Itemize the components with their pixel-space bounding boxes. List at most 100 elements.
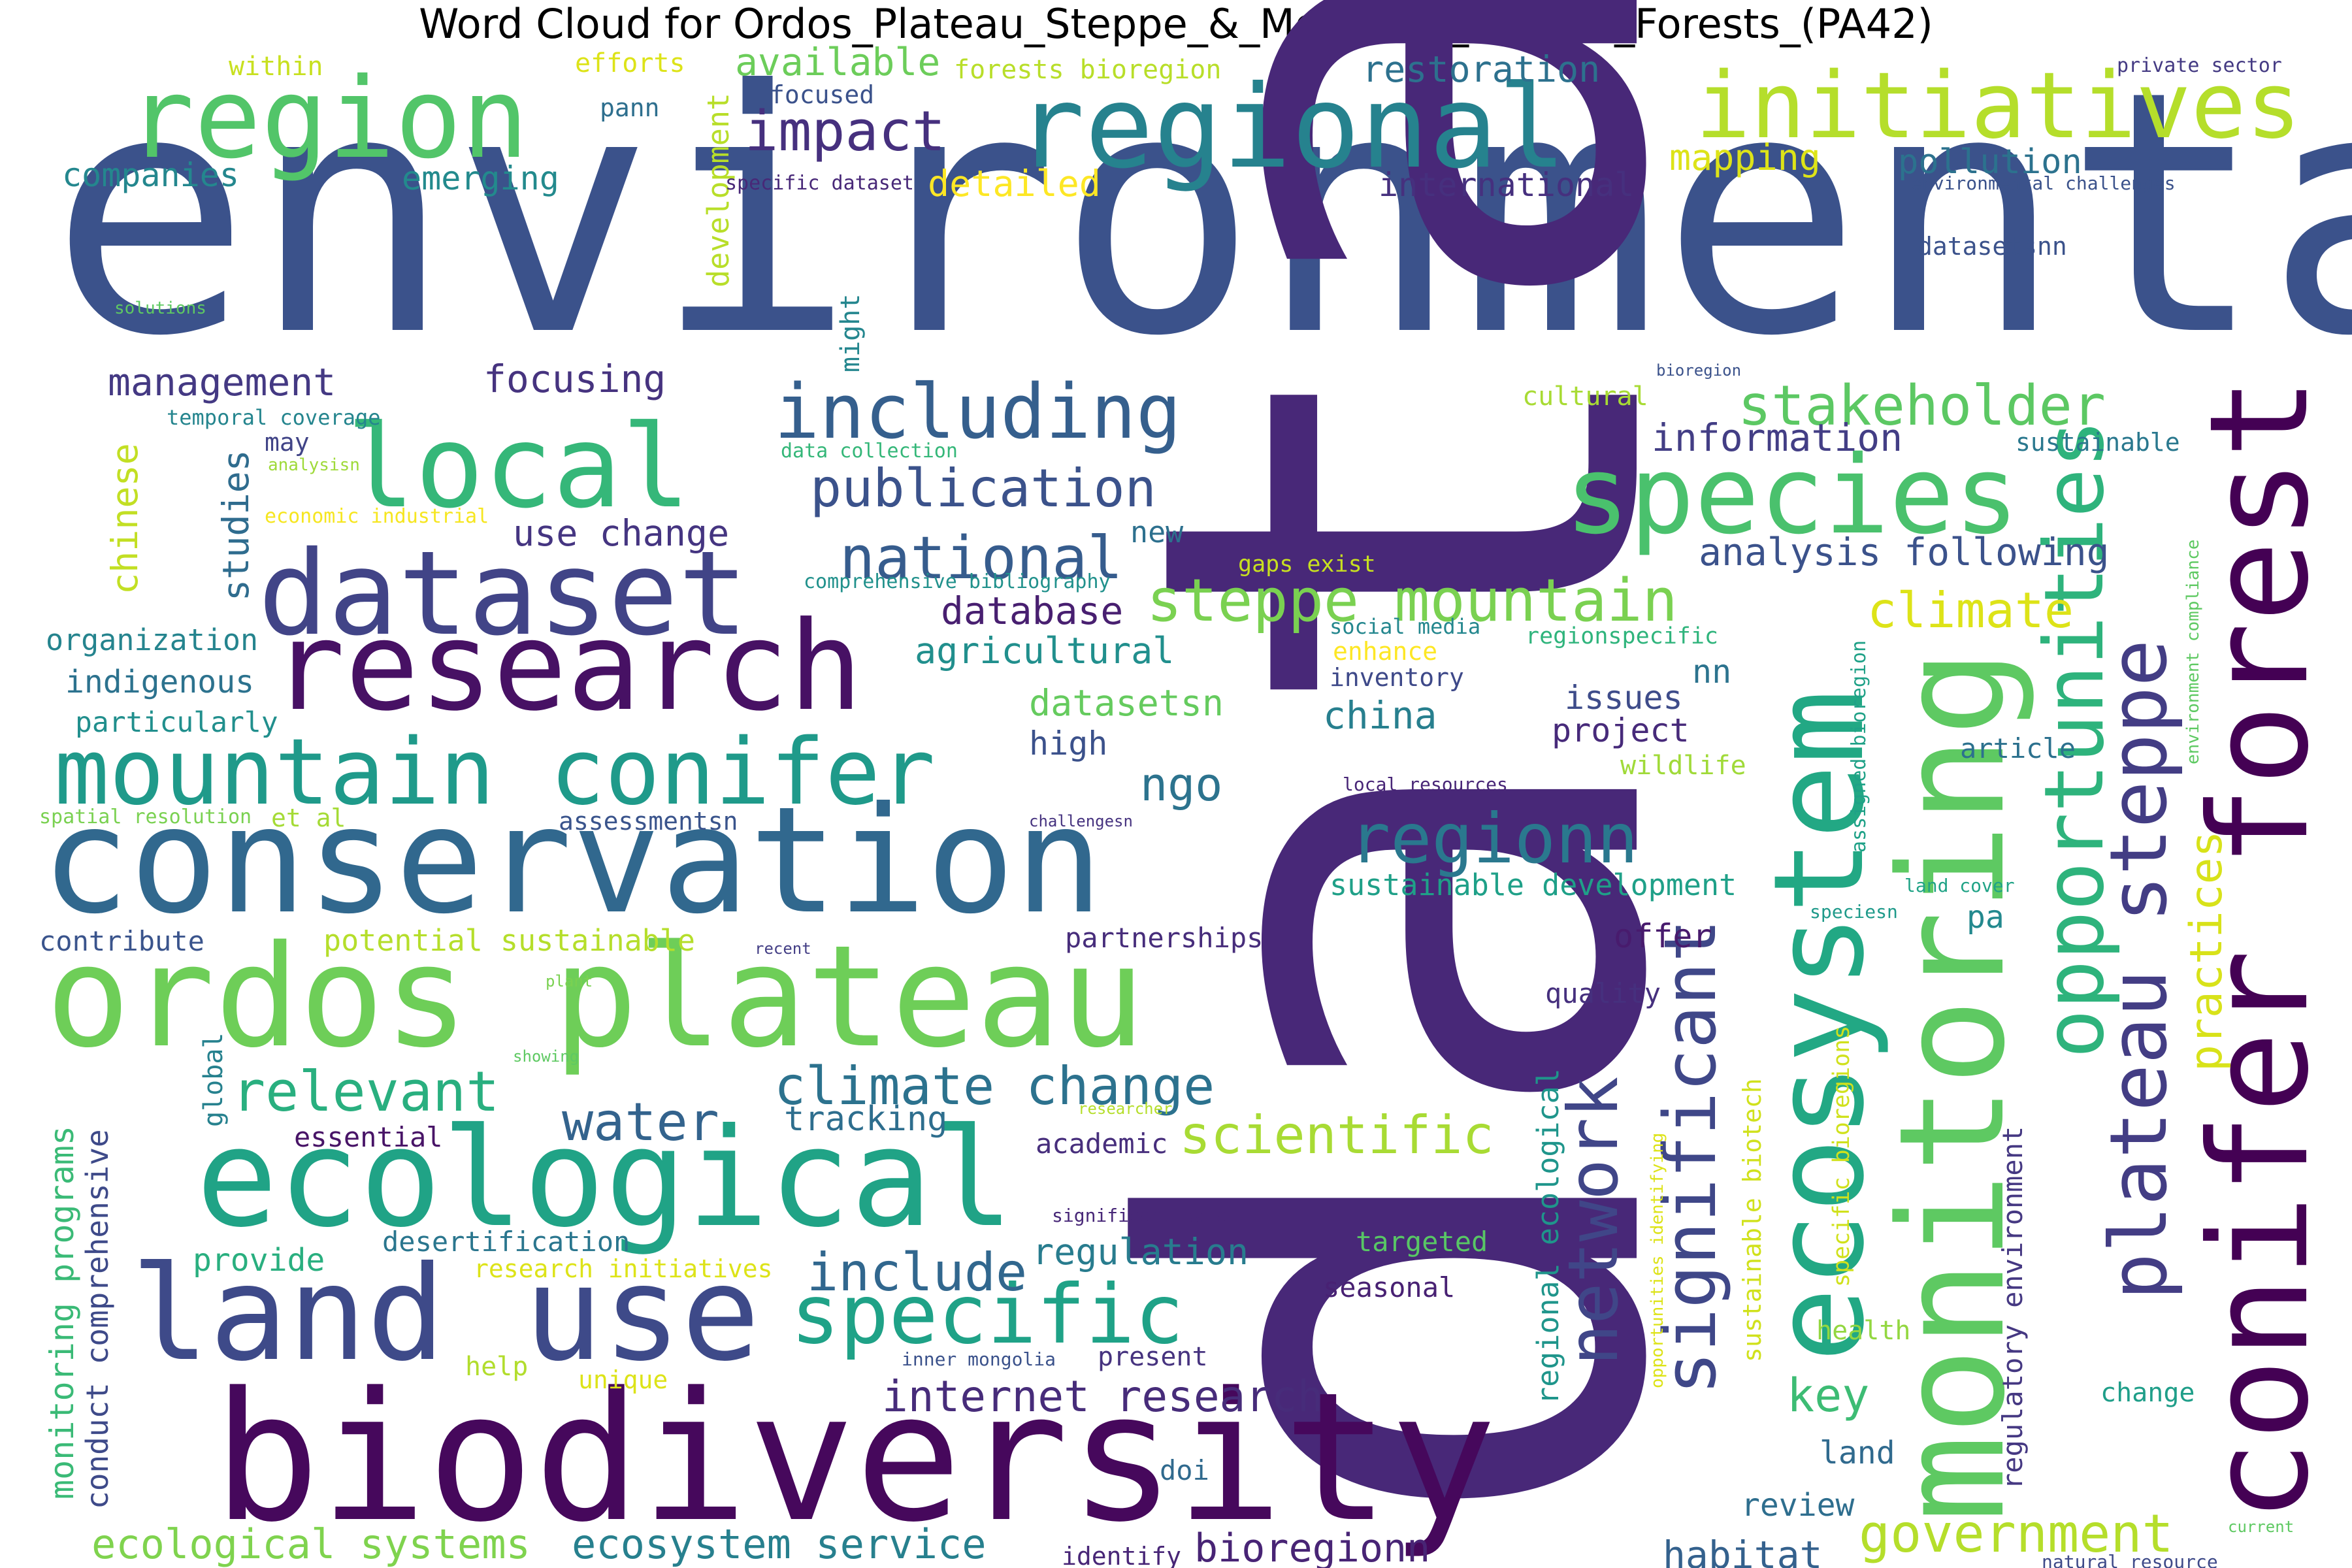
word-showing: showing (513, 1047, 579, 1066)
word-global: global (199, 1033, 229, 1128)
word-national: national (840, 524, 1122, 593)
word-regionspecific: regionspecific (1526, 623, 1718, 649)
word-environmental-challenges: environmental challenges (1911, 172, 2176, 194)
word-help: help (465, 1352, 528, 1382)
word-impact: impact (745, 99, 945, 164)
word-might: might (836, 294, 866, 372)
word-cultural: cultural (1522, 382, 1648, 412)
word-initiatives: initiatives (1695, 53, 2301, 159)
word-economic-industrial: economic industrial (265, 505, 489, 528)
word-including: including (774, 368, 1181, 456)
word-publication: publication (810, 458, 1156, 519)
word-speciesn: speciesn (1810, 901, 1898, 923)
word-recent: recent (755, 939, 811, 958)
word-ecological-systems: ecological systems (91, 1520, 531, 1568)
word-restoration: restoration (1362, 48, 1600, 90)
word-significant: significant (1648, 919, 1732, 1395)
word-health: health (1816, 1316, 1911, 1346)
word-chinese: chinese (104, 443, 146, 595)
word-unique: unique (578, 1365, 668, 1394)
word-monitoring-programs: monitoring programs (43, 1126, 81, 1499)
word-analysis-following: analysis following (1699, 530, 2110, 574)
word-provide: provide (193, 1242, 325, 1279)
word-focused: focused (770, 80, 874, 109)
word-sustainable-development: sustainable development (1330, 868, 1737, 902)
word-agricultural: agricultural (915, 630, 1174, 672)
word-opportunities: opportunities (2027, 419, 2122, 1058)
word-mapping: mapping (1669, 137, 1821, 178)
word-database: database (941, 589, 1123, 633)
word-seasonal: seasonal (1323, 1271, 1455, 1303)
word-stakeholder: stakeholder (1738, 374, 2106, 438)
word-particularly: particularly (75, 706, 278, 739)
word-china: china (1323, 693, 1437, 738)
word-use-change: use change (513, 512, 729, 554)
word-specific-bioregions: specific bioregions (1829, 1026, 1855, 1287)
word-significant-data: significant data (1052, 1205, 1228, 1226)
word-researcher: researcher (1078, 1100, 1173, 1118)
word-practices: practices (2181, 831, 2232, 1071)
word-network: network (1554, 1076, 1633, 1365)
word-specific-dataset: specific dataset (725, 172, 914, 195)
word-regulatory-environment: regulatory environment (1997, 1126, 2029, 1490)
word-data-collection: data collection (781, 440, 958, 463)
word-climate-change: climate change (774, 1056, 1215, 1117)
word-include: include (807, 1242, 1027, 1303)
word-plant: plant (546, 972, 593, 990)
word-international: international (1379, 166, 1634, 204)
word-analysisn: analysisn (268, 455, 360, 475)
word-scientific: scientific (1179, 1105, 1494, 1166)
word-offer: offer (1614, 917, 1712, 955)
word-indigenous: indigenous (65, 664, 254, 700)
word-ordos-plateau: ordos plateau (46, 915, 1145, 1079)
word-specific: specific (791, 1267, 1184, 1362)
word-information: information (1652, 416, 1903, 460)
word-local-resources: local resources (1343, 774, 1508, 795)
word-research: research (271, 595, 862, 738)
word-management: management (108, 360, 336, 404)
word-desertification: desertification (382, 1226, 630, 1258)
word-biodiversity: biodiversity (213, 1355, 1497, 1561)
word-gaps-exist: gaps exist (1238, 551, 1376, 578)
word-pa: pa (1967, 899, 2004, 936)
word-datasetsn: datasetsn (1029, 682, 1224, 724)
word-contribute: contribute (39, 925, 204, 957)
word-monitoring: monitoring (1869, 649, 2037, 1522)
word-efforts: efforts (575, 48, 685, 78)
word-inventory: inventory (1330, 663, 1464, 692)
word-inner-mongolia: inner mongolia (902, 1348, 1056, 1370)
word-development: development (701, 93, 736, 287)
word-current: current (2228, 1518, 2294, 1536)
word-detailed: detailed (928, 163, 1101, 204)
word-regulation: regulation (1032, 1231, 1249, 1273)
word-datasetsnn: datasetsnn (1918, 232, 2067, 261)
word-doi: doi (1160, 1454, 1209, 1486)
word-regional-ecological: regional ecological (1531, 1068, 1565, 1405)
word-data: data (1015, 0, 1795, 1539)
word-forests-bioregion: forests bioregion (954, 55, 1221, 85)
word-may: may (265, 428, 310, 457)
word-conifer-forest: conifer forest (2181, 377, 2339, 1522)
word-internet-research: internet research (882, 1371, 1324, 1422)
word-climate: climate (1867, 581, 2074, 639)
word-tracking: tracking (784, 1100, 947, 1139)
word-quality: quality (1545, 977, 1661, 1009)
word-within: within (229, 52, 323, 82)
word-research-initiatives: research initiatives (474, 1254, 773, 1283)
word-spatial-resolution: spatial resolution (39, 806, 252, 828)
word-social-media: social media (1330, 614, 1480, 639)
word-environmental: environmental (50, 20, 2352, 409)
word-bioregion: bioregion (1656, 361, 1741, 380)
word-targeted: targeted (1356, 1226, 1488, 1258)
word-region: region (127, 54, 529, 184)
word-ecosystem: ecosystem (1747, 689, 1891, 1362)
word-land-use: land use (131, 1238, 760, 1390)
word-focusing: focusing (483, 357, 666, 401)
word-assigned-bioregion: assigned bioregion (1848, 640, 1870, 853)
word-temporal-coverage: temporal coverage (167, 405, 381, 430)
word-conservation: conservation (41, 776, 1103, 947)
word-et-al: et al (271, 804, 346, 832)
word-potential-sustainable: potential sustainable (323, 923, 695, 958)
word-water: water (562, 1092, 719, 1152)
